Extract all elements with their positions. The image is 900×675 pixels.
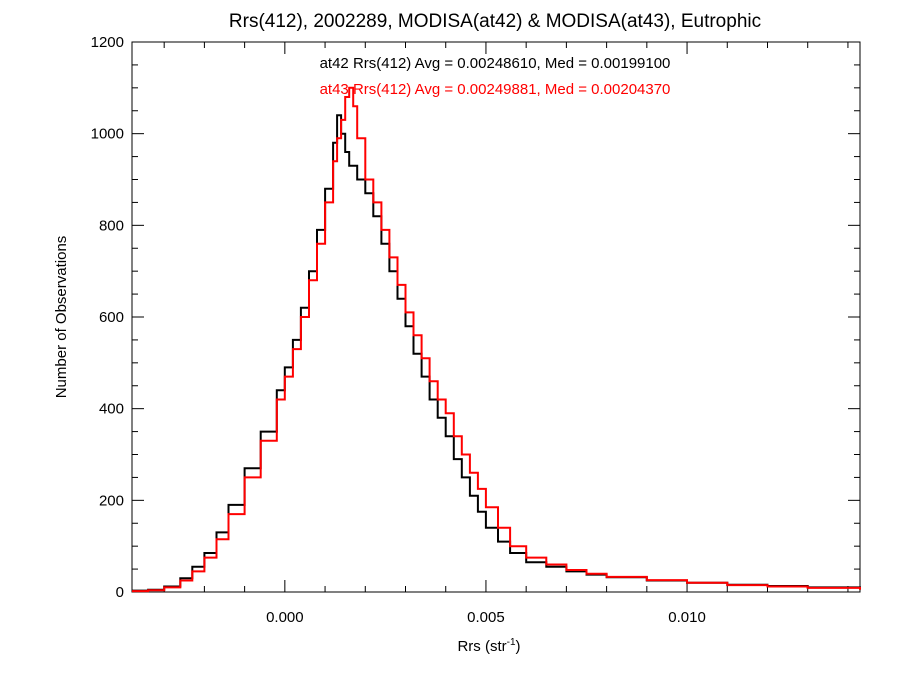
y-tick-label: 1000: [91, 126, 124, 143]
x-axis-label-close: ): [516, 638, 521, 655]
annotation-at43: at43 Rrs(412) Avg = 0.00249881, Med = 0.…: [320, 81, 671, 98]
y-tick-label: 200: [99, 492, 124, 509]
series-layer: [132, 86, 861, 593]
y-axis-label: Number of Observations: [53, 236, 70, 399]
plot-area: [131, 41, 861, 593]
series-line-at43: [132, 86, 861, 593]
y-tick-label: 800: [99, 217, 124, 234]
series-line-at42: [132, 114, 861, 592]
x-tick-label: 0.000: [266, 609, 304, 626]
x-tick-label: 0.010: [668, 609, 706, 626]
x-tick-labels: 0.000 0.005 0.010: [266, 609, 706, 626]
axis-ticks: [132, 41, 860, 593]
y-tick-label: 0: [116, 584, 124, 601]
x-axis-label-sup: -1: [507, 637, 516, 648]
y-tick-label: 1200: [91, 34, 124, 51]
x-tick-label: 0.005: [467, 609, 505, 626]
x-axis-label: Rrs (str-1): [457, 637, 520, 655]
y-tick-label: 400: [99, 401, 124, 418]
x-axis-label-base: Rrs (str: [457, 638, 506, 655]
y-tick-label: 600: [99, 309, 124, 326]
annotation-at42: at42 Rrs(412) Avg = 0.00248610, Med = 0.…: [320, 55, 671, 72]
plot-frame: [131, 41, 861, 593]
y-tick-labels: 0 200 400 600 800 1000 1200: [91, 34, 124, 601]
chart-title: Rrs(412), 2002289, MODISA(at42) & MODISA…: [229, 11, 761, 32]
